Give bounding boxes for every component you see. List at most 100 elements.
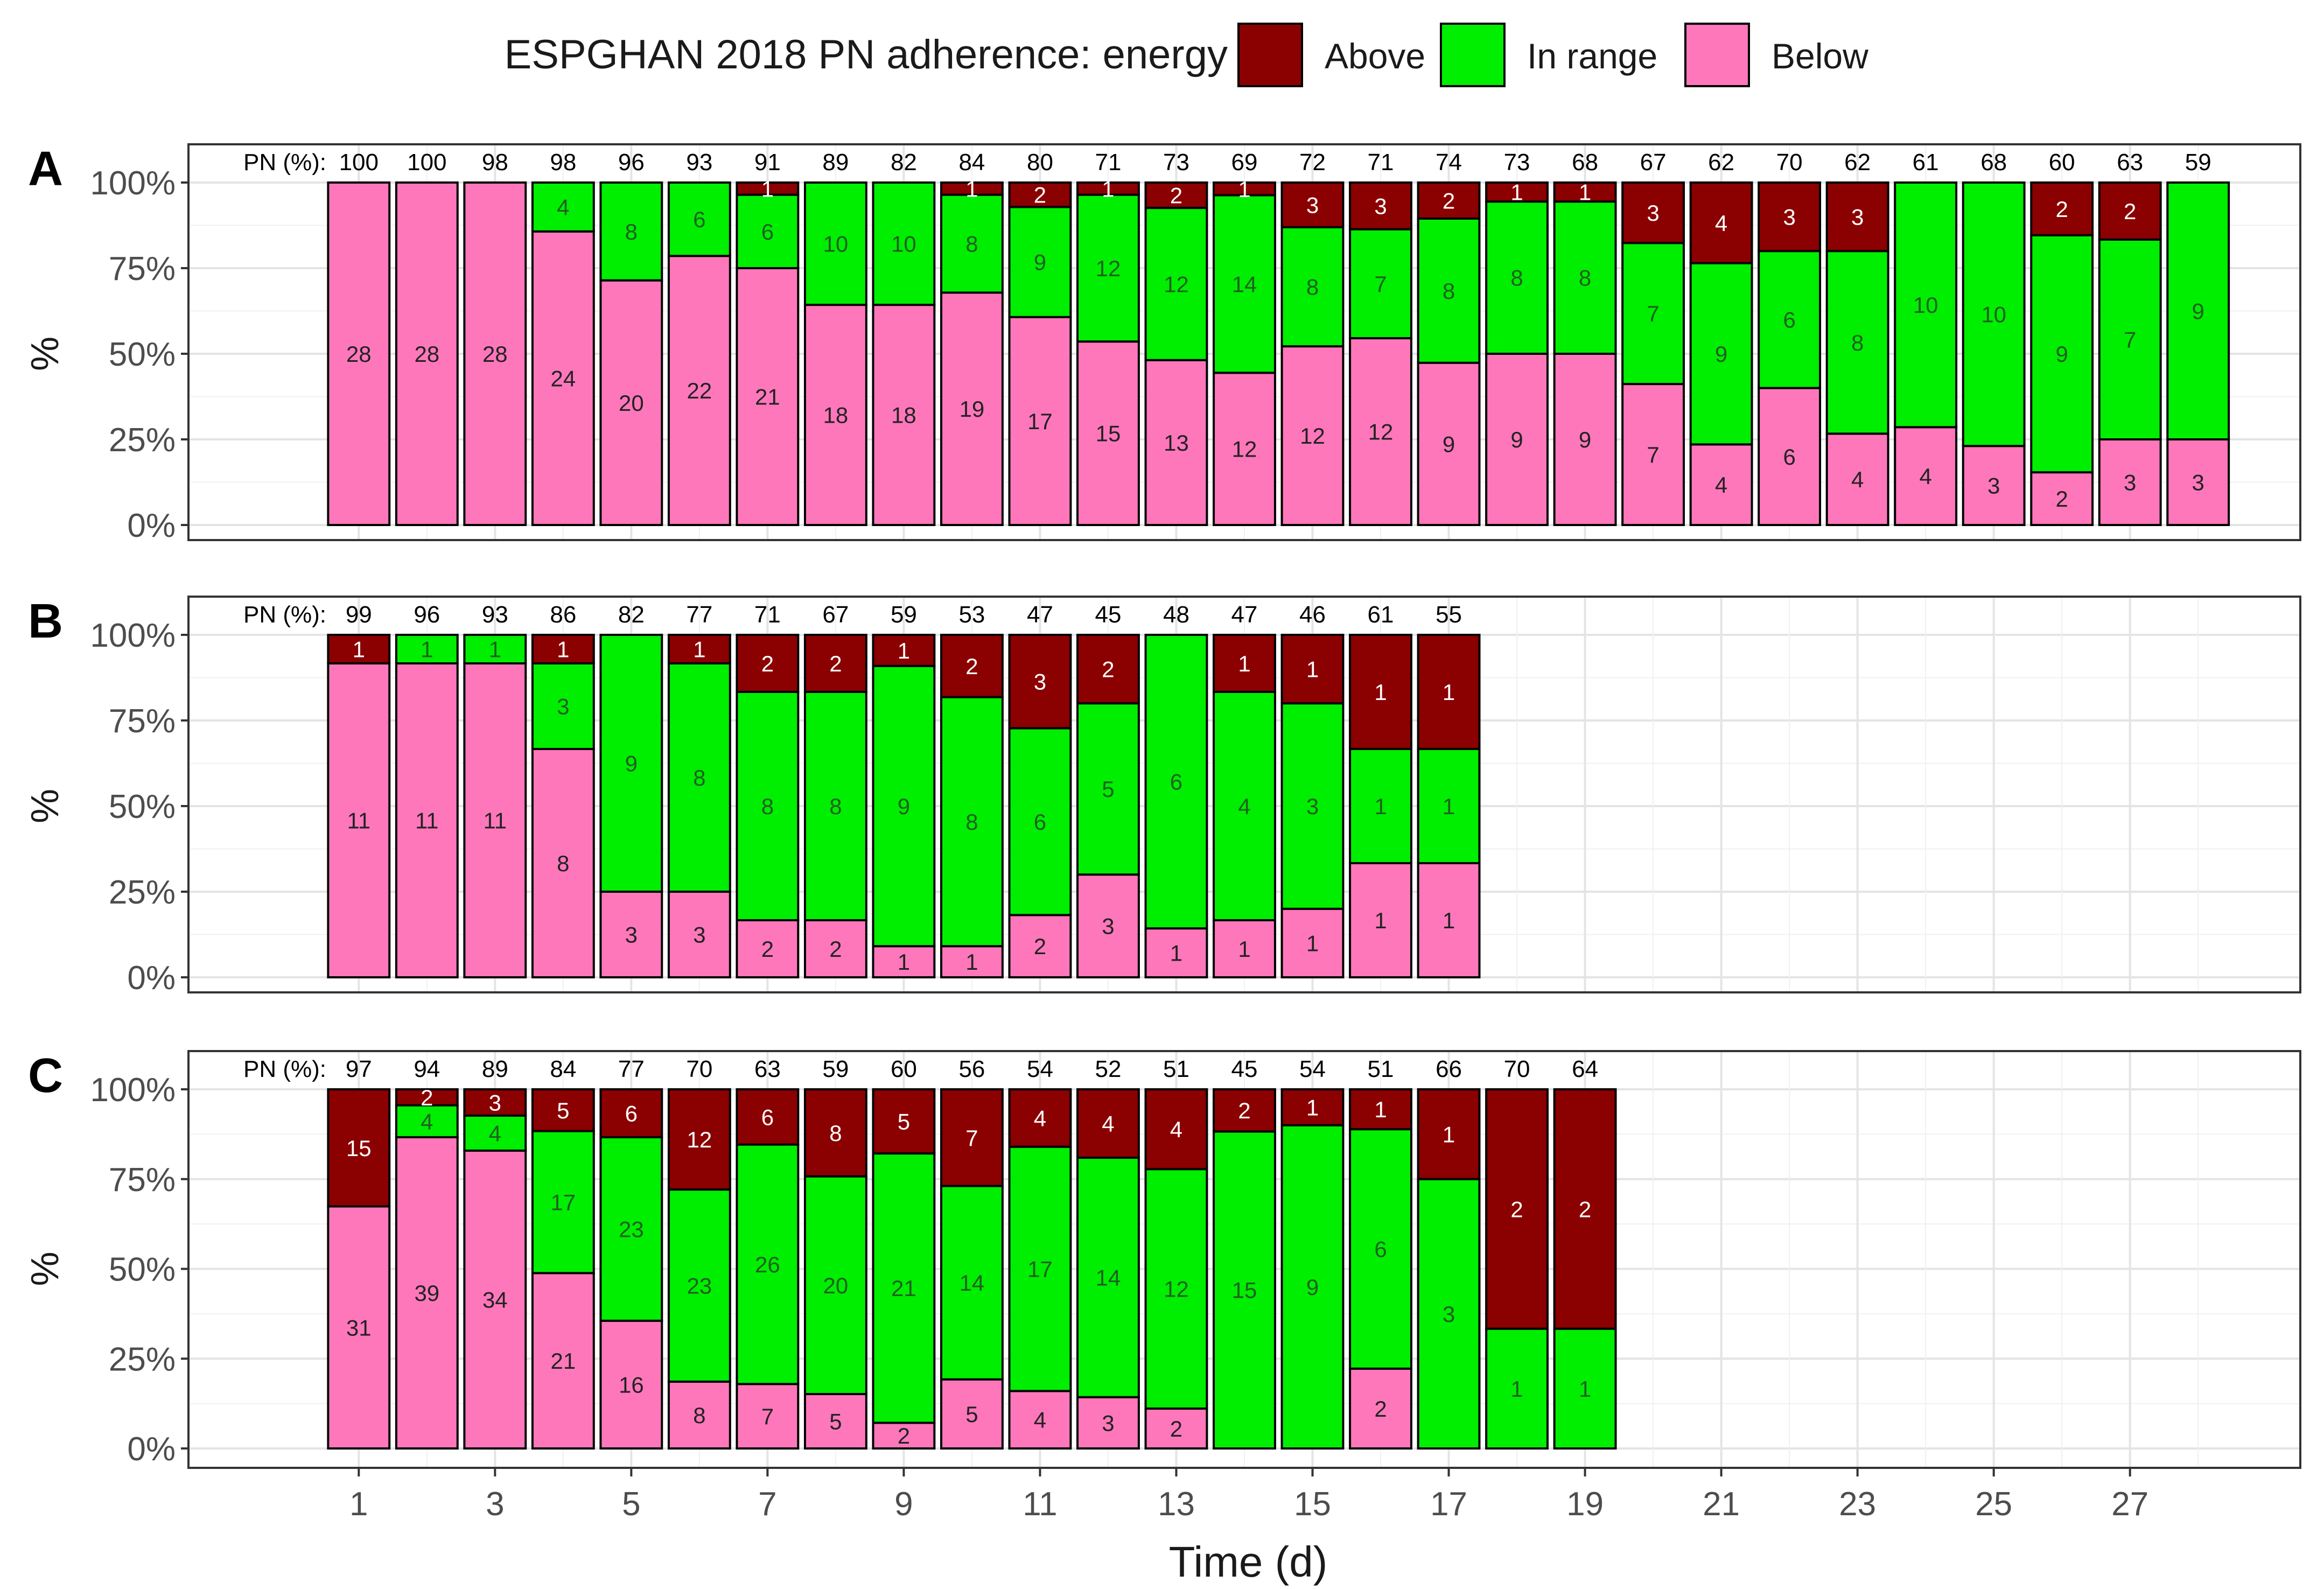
bar-count-label: 8 xyxy=(829,794,842,819)
bar-segment-in-range xyxy=(1349,1128,1412,1370)
bar-segment-above xyxy=(1689,181,1753,264)
bar-count-label: 18 xyxy=(891,403,916,428)
pn-value: 97 xyxy=(346,1056,372,1082)
bar-count-label: 15 xyxy=(1096,421,1121,446)
bar-count-label: 2 xyxy=(898,1423,910,1448)
bar-segment-below xyxy=(395,181,459,526)
pn-value: 77 xyxy=(686,601,712,628)
bar-count-label: 3 xyxy=(2192,470,2204,495)
bar-count-label: 23 xyxy=(687,1273,712,1299)
bar-count-label: 3 xyxy=(1306,794,1319,819)
bar-count-label: 2 xyxy=(829,936,842,962)
x-tick-label: 19 xyxy=(1566,1486,1604,1523)
pn-value: 62 xyxy=(1708,149,1734,176)
bar-count-label: 5 xyxy=(965,1402,978,1427)
bar-count-label: 1 xyxy=(1306,1095,1319,1120)
y-tick-label: 75% xyxy=(109,1161,176,1199)
bar-segment-above xyxy=(940,634,1004,698)
bar-segment-above xyxy=(872,1088,936,1155)
bar-count-label: 2 xyxy=(829,651,842,676)
bar-count-label: 14 xyxy=(960,1270,985,1296)
bar-count-label: 2 xyxy=(2056,486,2068,512)
bar-count-label: 20 xyxy=(823,1273,849,1298)
pn-value: 62 xyxy=(1844,149,1871,176)
bar-segment-in-range xyxy=(667,662,731,893)
bar-count-label: 1 xyxy=(965,949,978,975)
bar-segment-in-range xyxy=(599,181,663,282)
bar-count-label: 4 xyxy=(1102,1111,1114,1137)
bar-segment-below xyxy=(463,181,527,526)
bar-segment-in-range xyxy=(599,1136,663,1322)
pn-value: 71 xyxy=(1095,149,1121,176)
bar-segment-above xyxy=(1076,1088,1140,1159)
panel-border xyxy=(187,143,2301,541)
bar-segment-in-range xyxy=(940,1185,1004,1381)
bar-segment-above xyxy=(1485,1088,1549,1330)
bar-count-label: 1 xyxy=(965,176,978,201)
pn-value: 73 xyxy=(1504,149,1530,176)
bar-count-label: 22 xyxy=(687,378,712,403)
pn-value: 59 xyxy=(891,601,917,628)
bar-count-label: 23 xyxy=(619,1216,644,1242)
legend-label-above: Above xyxy=(1325,36,1425,76)
bar-count-label: 10 xyxy=(823,232,849,257)
bar-count-label: 3 xyxy=(1783,205,1795,230)
panel-border xyxy=(187,596,2301,993)
panel-border xyxy=(187,1050,2301,1469)
y-tick-label: 25% xyxy=(109,422,176,459)
bar-count-label: 12 xyxy=(1232,437,1257,462)
pn-value: 93 xyxy=(482,601,508,628)
y-tick-label: 25% xyxy=(109,1341,176,1378)
bar-count-label: 3 xyxy=(1443,1301,1455,1327)
bar-segment-below xyxy=(1894,426,1958,526)
bar-count-label: 1 xyxy=(1238,936,1250,962)
bar-segment-below xyxy=(736,267,800,526)
bar-segment-in-range xyxy=(1485,200,1549,355)
bar-segment-below xyxy=(395,662,459,978)
bar-count-label: 9 xyxy=(1715,341,1727,367)
bar-segment-in-range xyxy=(395,1104,459,1138)
x-tick-label: 11 xyxy=(1023,1486,1057,1523)
bar-segment-in-range xyxy=(1213,1130,1276,1450)
bar-segment-in-range xyxy=(1417,748,1481,864)
bar-count-label: 6 xyxy=(1783,444,1795,470)
pn-value: 64 xyxy=(1572,1056,1598,1082)
bar-count-label: 15 xyxy=(346,1136,372,1161)
bar-segment-below xyxy=(736,1383,800,1450)
bar-count-label: 8 xyxy=(1510,265,1523,291)
y-tick-label: 25% xyxy=(109,874,176,911)
bar-count-label: 21 xyxy=(755,384,780,410)
pn-value: 71 xyxy=(754,601,781,628)
pn-value: 100 xyxy=(407,149,446,176)
bar-segment-below xyxy=(1825,432,1889,527)
pn-value: 59 xyxy=(2185,149,2211,176)
x-tick-label: 21 xyxy=(1703,1486,1740,1523)
bar-segment-above xyxy=(1349,181,1412,230)
bar-count-label: 12 xyxy=(1300,423,1325,449)
bar-segment-below xyxy=(327,1205,391,1450)
bar-count-label: 12 xyxy=(1096,256,1121,281)
pn-value: 86 xyxy=(550,601,576,628)
bar-segment-above xyxy=(463,1088,527,1117)
bar-count-label: 1 xyxy=(898,949,910,975)
bar-segment-in-range xyxy=(1076,702,1140,876)
bar-count-label: 2 xyxy=(421,1085,433,1110)
pn-value: 53 xyxy=(958,601,985,628)
bar-count-label: 2 xyxy=(1102,657,1114,682)
bar-segment-above xyxy=(1621,181,1685,244)
pn-value: 84 xyxy=(550,1056,576,1082)
bar-segment-above xyxy=(872,634,936,667)
pn-value: 72 xyxy=(1299,149,1326,176)
bar-count-label: 8 xyxy=(1579,265,1591,291)
pn-value: 89 xyxy=(822,149,849,176)
pn-value: 98 xyxy=(550,149,576,176)
bar-count-label: 1 xyxy=(693,637,705,662)
x-tick-label: 23 xyxy=(1839,1486,1876,1523)
bar-segment-below xyxy=(2166,438,2230,526)
bar-segment-in-range xyxy=(1008,1145,1072,1392)
bar-segment-in-range xyxy=(1008,206,1072,318)
bar-count-label: 4 xyxy=(1034,1408,1046,1433)
bar-count-label: 2 xyxy=(2056,197,2068,222)
bar-segment-in-range xyxy=(2098,239,2162,440)
pn-value: 67 xyxy=(822,601,849,628)
